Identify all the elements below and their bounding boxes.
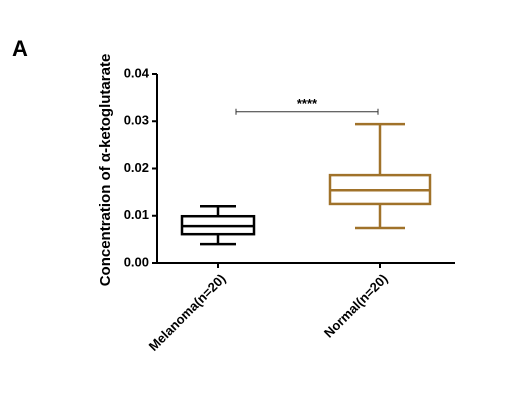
y-axis-label: Concentration of α-ketoglutarate xyxy=(97,54,114,287)
y-tick-label: 0.01 xyxy=(124,207,149,222)
significance-label: **** xyxy=(297,96,318,111)
y-tick-label: 0.04 xyxy=(124,65,150,80)
x-tick-label: Melanoma(n=20) xyxy=(146,271,229,354)
y-tick-label: 0.03 xyxy=(124,113,149,128)
y-tick-label: 0.02 xyxy=(124,160,149,175)
x-tick-label: Normal(n=20) xyxy=(321,271,391,341)
panel-label: A xyxy=(12,36,28,61)
y-tick-label: 0.00 xyxy=(124,254,149,269)
